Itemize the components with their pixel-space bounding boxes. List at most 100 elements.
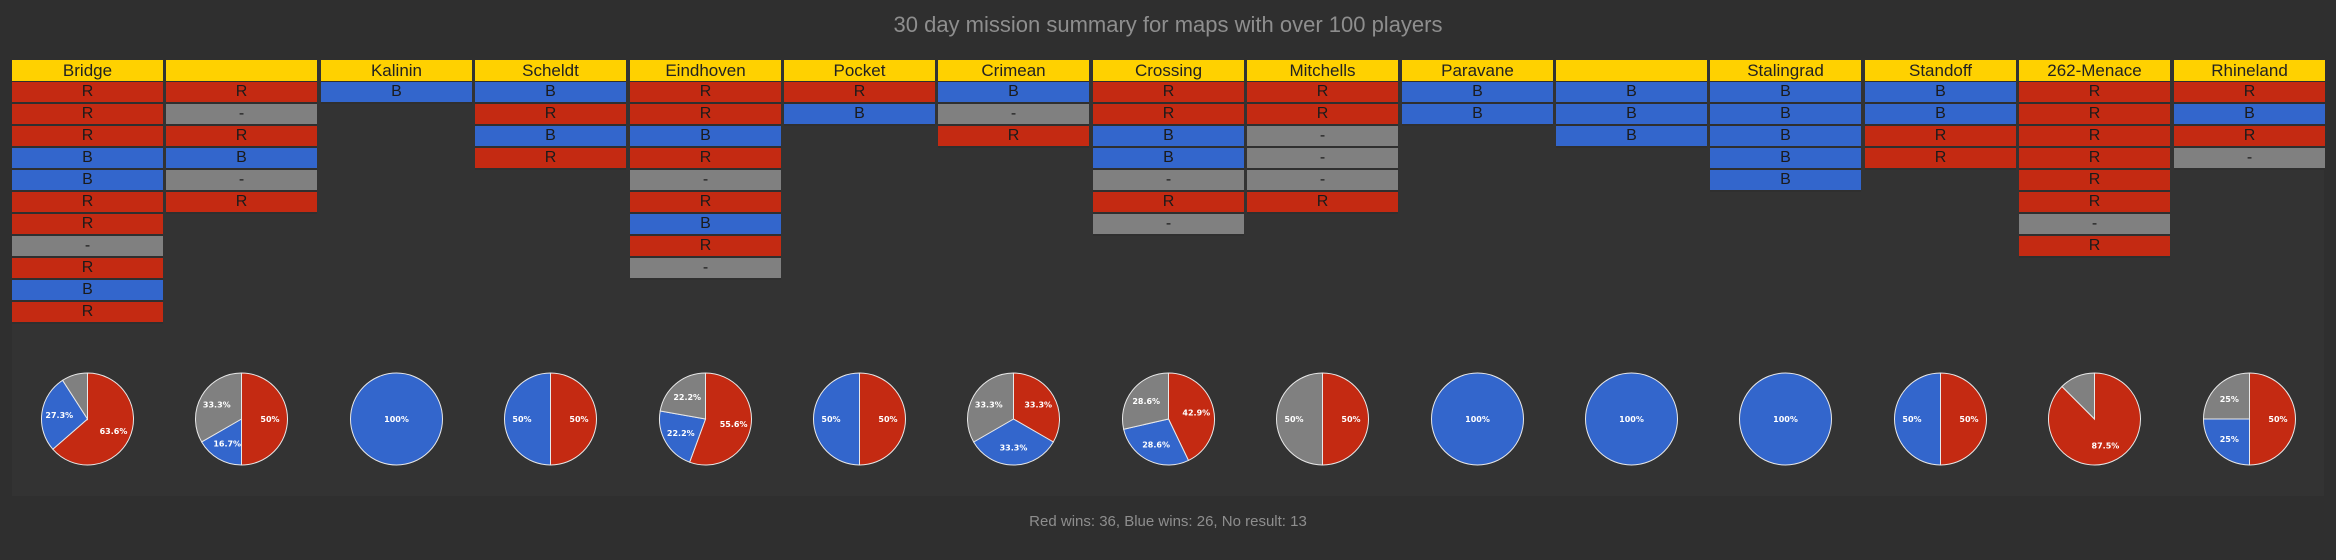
result-cell: - (630, 258, 781, 280)
pie-chart: 100% (1556, 372, 1707, 472)
pie-svg: 50% 25% 25% (2202, 372, 2296, 466)
pie-svg: 50% 16.7% 33.3% (195, 372, 288, 466)
result-cell: R (2019, 236, 2170, 258)
pie-svg: 100% (1585, 372, 1678, 466)
result-cell: B (630, 126, 781, 148)
pie-slice (200, 418, 242, 466)
map-header: Standoff (1865, 60, 2016, 82)
map-column: 262-Menace R R R R R R - R (2019, 60, 2170, 258)
map-header: Rhineland (2174, 60, 2325, 82)
result-cell: R (1247, 192, 1398, 214)
pie-chart: 100% (1710, 372, 1861, 472)
pie-slice (659, 372, 706, 420)
result-cell: - (2019, 214, 2170, 236)
pie-slice-label: 28.6% (1142, 441, 1170, 450)
result-cell: R (1247, 82, 1398, 104)
map-header: 262-Menace (2019, 60, 2170, 82)
pie-chart: 50% 16.7% 33.3% (166, 372, 317, 472)
pie-slice (1431, 372, 1524, 466)
pie-slice-label: 100% (384, 415, 409, 424)
pie-slice-label: 27.3% (45, 411, 73, 420)
result-cell: R (2019, 104, 2170, 126)
pie-slice-label: 25% (2220, 395, 2239, 404)
pie-slice-label: 22.2% (667, 429, 695, 438)
map-column: Pocket R B (784, 60, 935, 126)
pie-svg: 100% (1739, 372, 1832, 466)
result-cell: R (1247, 104, 1398, 126)
pie-slice (1168, 372, 1215, 462)
map-column: Eindhoven R R B R - R B R - (630, 60, 781, 280)
pie-chart: 87.5% (2019, 372, 2170, 472)
map-header (166, 60, 317, 82)
pie-slice-label: 42.9% (1182, 409, 1210, 418)
result-cell: B (1710, 148, 1861, 170)
pie-slice (689, 372, 752, 466)
pie-svg: 100% (1431, 372, 1524, 466)
result-cell: B (1710, 126, 1861, 148)
pie-chart: 50% 25% 25% (2174, 372, 2325, 472)
pie-slice (1122, 372, 1169, 430)
pie-slice (550, 372, 597, 466)
result-cell: - (1247, 148, 1398, 170)
map-header: Crossing (1093, 60, 1244, 82)
pie-chart: 33.3% 33.3% 33.3% (938, 372, 1089, 472)
pie-svg: 50% 50% (1276, 372, 1369, 466)
pie-svg: 33.3% 33.3% 33.3% (967, 372, 1060, 466)
result-cell: B (475, 126, 626, 148)
result-cell: B (1402, 104, 1553, 126)
result-cell: R (166, 126, 317, 148)
result-cell: R (12, 82, 163, 104)
result-cell: R (2019, 126, 2170, 148)
result-cell: R (630, 82, 781, 104)
pie-chart: 42.9% 28.6% 28.6% (1093, 372, 1244, 472)
result-cell: - (630, 170, 781, 192)
result-cell: R (2019, 148, 2170, 170)
result-cell: R (1093, 104, 1244, 126)
map-column: Bridge R R R B B R R - R B R (12, 60, 163, 324)
pie-slice (350, 372, 443, 466)
map-header: Eindhoven (630, 60, 781, 82)
result-cell: R (1093, 192, 1244, 214)
result-cell: R (1865, 148, 2016, 170)
map-header: Mitchells (1247, 60, 1398, 82)
pie-slice-label: 50% (2268, 415, 2287, 424)
pie-slice-label: 100% (1619, 415, 1644, 424)
pie-slice-label: 33.3% (1024, 401, 1052, 410)
pie-slice (967, 372, 1014, 443)
pie-slice-label: 50% (1902, 415, 1921, 424)
result-cell: R (2174, 126, 2325, 148)
map-header: Kalinin (321, 60, 472, 82)
pie-slice (659, 410, 707, 463)
result-cell: B (1710, 104, 1861, 126)
result-cell: R (12, 302, 163, 324)
summary-footer: Red wins: 36, Blue wins: 26, No result: … (1029, 513, 1307, 530)
result-cell: R (2019, 170, 2170, 192)
result-cell: R (938, 126, 1089, 148)
pie-chart: 63.6% 27.3% (12, 372, 163, 472)
result-cell: B (1865, 104, 2016, 126)
pie-slice (1894, 372, 1941, 466)
pie-slice-label: 28.6% (1132, 397, 1160, 406)
map-header (1556, 60, 1707, 82)
map-column: Rhineland R B R - (2174, 60, 2325, 170)
result-cell: B (1865, 82, 2016, 104)
pie-slice (859, 372, 906, 466)
pie-svg: 63.6% 27.3% (41, 372, 134, 466)
pie-chart: 55.6% 22.2% 22.2% (630, 372, 781, 472)
map-column: Stalingrad B B B B B (1710, 60, 1861, 192)
result-cell: - (1247, 126, 1398, 148)
result-cell: R (1093, 82, 1244, 104)
pie-slice (813, 372, 860, 466)
map-header: Stalingrad (1710, 60, 1861, 82)
pie-slice-label: 87.5% (2092, 441, 2120, 450)
pie-slice-label: 100% (1773, 415, 1798, 424)
pie-slice-label: 25% (2220, 435, 2239, 444)
pie-slice (61, 372, 88, 421)
result-cell: R (475, 104, 626, 126)
pie-slice-label: 63.6% (100, 427, 128, 436)
result-cell: B (166, 148, 317, 170)
pie-slice-label: 50% (512, 415, 531, 424)
pie-slice-label: 22.2% (673, 393, 701, 402)
pie-slice (972, 418, 1055, 466)
map-column: Crossing R R B B - R - (1093, 60, 1244, 236)
